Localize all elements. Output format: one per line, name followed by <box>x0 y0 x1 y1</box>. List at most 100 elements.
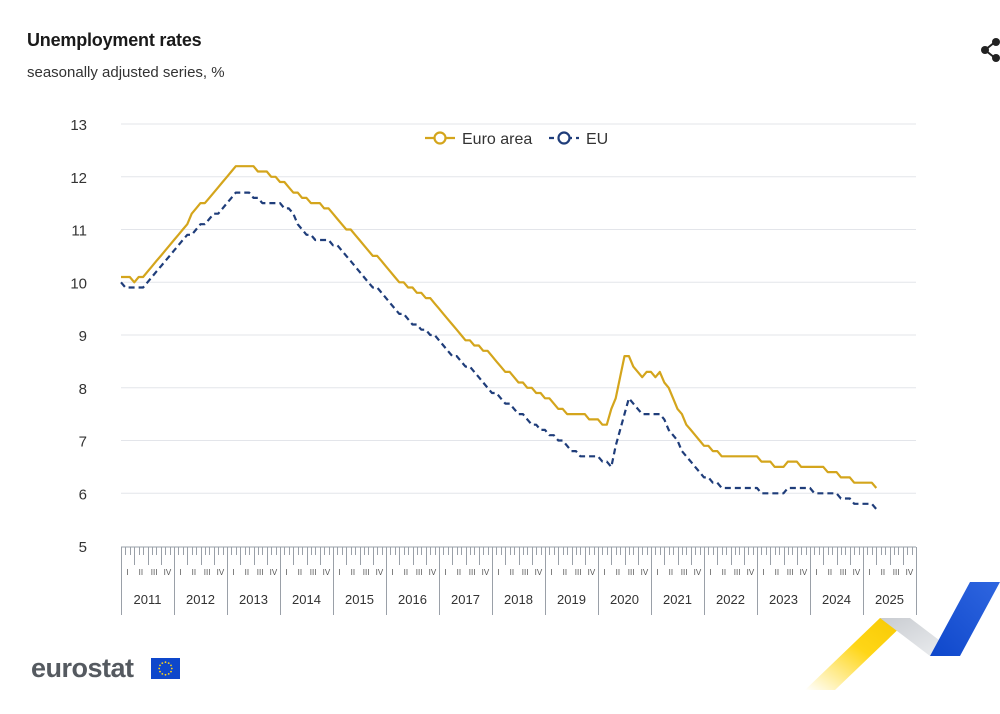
legend-marker <box>557 131 571 145</box>
x-quarter-label: I <box>869 568 871 577</box>
x-quarter-label: II <box>139 568 143 577</box>
x-quarter-label: II <box>881 568 885 577</box>
brand-name: eurostat <box>31 653 134 683</box>
x-quarter-label: II <box>775 568 779 577</box>
x-year-label: 2014 <box>292 592 321 607</box>
y-tick-label: 5 <box>79 539 87 556</box>
x-quarter-label: II <box>245 568 249 577</box>
y-tick-label: 10 <box>70 275 87 292</box>
x-quarter-label: III <box>575 568 582 577</box>
x-quarter-label: II <box>616 568 620 577</box>
y-tick-label: 6 <box>79 486 87 503</box>
x-quarter-label: III <box>787 568 794 577</box>
x-year-label: 2018 <box>504 592 533 607</box>
legend-label: EU <box>586 131 608 148</box>
y-tick-label: 11 <box>71 223 87 240</box>
y-tick-label: 12 <box>70 170 87 187</box>
x-quarter-label: I <box>604 568 606 577</box>
y-axis: 5 6 7 8 9 10 11 12 13 <box>70 117 87 556</box>
x-year-label: 2011 <box>134 592 162 607</box>
x-quarter-label: I <box>551 568 553 577</box>
legend-item-eu[interactable]: EU <box>549 131 608 148</box>
x-quarter-label: IV <box>588 568 596 577</box>
x-quarter-label: I <box>445 568 447 577</box>
x-quarter-label: III <box>681 568 688 577</box>
x-quarter-label: II <box>457 568 461 577</box>
legend: Euro area EU <box>425 131 608 148</box>
x-year-label: 2019 <box>557 592 586 607</box>
x-quarter-label: I <box>180 568 182 577</box>
x-year-label: 2022 <box>716 592 745 607</box>
x-quarter-label: IV <box>747 568 755 577</box>
x-quarter-label: II <box>192 568 196 577</box>
x-quarter-label: IV <box>906 568 914 577</box>
x-quarter-label: I <box>233 568 235 577</box>
x-year-label: 2021 <box>663 592 692 607</box>
x-year-label: 2016 <box>398 592 427 607</box>
x-year-label: 2017 <box>451 592 480 607</box>
y-tick-label: 7 <box>79 434 87 451</box>
x-quarter-label: IV <box>164 568 172 577</box>
corner-decoration <box>805 582 1000 690</box>
x-quarter-label: III <box>363 568 370 577</box>
x-quarter-label: II <box>510 568 514 577</box>
x-quarter-label: I <box>127 568 129 577</box>
x-quarter-label: I <box>339 568 341 577</box>
x-quarter-label: II <box>404 568 408 577</box>
x-quarter-label: III <box>151 568 158 577</box>
x-quarter-label: IV <box>641 568 649 577</box>
x-quarter-label: I <box>816 568 818 577</box>
x-quarter-label: III <box>628 568 635 577</box>
x-quarter-label: III <box>734 568 741 577</box>
x-year-label: 2012 <box>186 592 215 607</box>
x-quarter-label: IV <box>800 568 808 577</box>
x-quarter-label: IV <box>270 568 278 577</box>
x-year-label: 2013 <box>239 592 268 607</box>
x-quarter-label: II <box>828 568 832 577</box>
x-quarter-label: I <box>392 568 394 577</box>
x-quarter-label: IV <box>853 568 861 577</box>
chart-subtitle: seasonally adjusted series, % <box>27 64 225 81</box>
x-year-label: 2024 <box>822 592 851 607</box>
x-quarter-label: III <box>522 568 529 577</box>
x-quarter-label: I <box>286 568 288 577</box>
eu-flag-icon <box>151 658 180 679</box>
x-quarter-label: II <box>351 568 355 577</box>
x-quarter-label: II <box>563 568 567 577</box>
x-quarter-label: IV <box>694 568 702 577</box>
x-quarter-label: I <box>763 568 765 577</box>
legend-marker <box>433 131 447 145</box>
series-group <box>120 165 878 510</box>
x-quarter-label: IV <box>429 568 437 577</box>
series-line-euro-area[interactable] <box>121 165 878 489</box>
x-year-label: 2020 <box>610 592 639 607</box>
x-year-label: 2023 <box>769 592 798 607</box>
x-quarter-label: III <box>840 568 847 577</box>
series-line-eu[interactable] <box>120 191 878 510</box>
x-year-label: 2025 <box>875 592 904 607</box>
x-quarter-label: I <box>498 568 500 577</box>
x-quarter-label: IV <box>217 568 225 577</box>
chart-title: Unemployment rates <box>27 30 202 50</box>
legend-label: Euro area <box>462 131 532 148</box>
x-quarter-label: III <box>257 568 264 577</box>
x-quarter-label: IV <box>376 568 384 577</box>
y-tick-label: 8 <box>79 381 87 398</box>
x-quarter-label: IV <box>323 568 331 577</box>
x-quarter-label: III <box>893 568 900 577</box>
x-quarter-label: III <box>310 568 317 577</box>
x-year-label: 2015 <box>345 592 374 607</box>
x-quarter-label: I <box>657 568 659 577</box>
y-tick-label: 13 <box>70 117 87 134</box>
x-quarter-label: I <box>710 568 712 577</box>
x-quarter-label: III <box>416 568 423 577</box>
grid-lines <box>121 123 916 494</box>
y-tick-label: 9 <box>79 328 87 345</box>
x-quarter-label: II <box>298 568 302 577</box>
x-quarter-label: IV <box>482 568 490 577</box>
x-quarter-label: II <box>669 568 673 577</box>
legend-item-euro-area[interactable]: Euro area <box>425 131 532 148</box>
x-quarter-label: IV <box>535 568 543 577</box>
share-icon[interactable] <box>978 36 1000 64</box>
